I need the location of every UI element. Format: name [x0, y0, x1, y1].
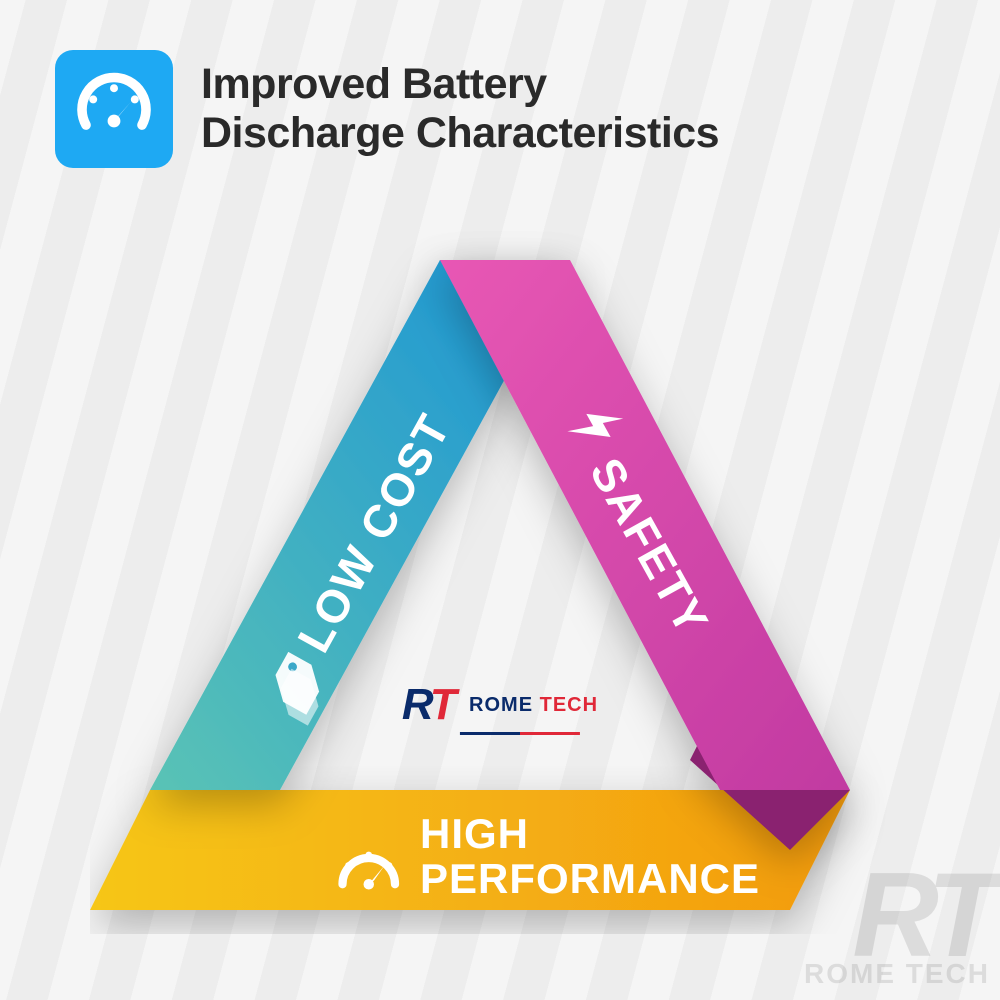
- watermark-text: ROME TECH: [804, 958, 990, 990]
- watermark: RT ROME TECH: [804, 867, 990, 990]
- title-line-1: Improved Battery: [201, 60, 719, 109]
- watermark-mark: RT: [804, 867, 990, 963]
- triangle-infographic: LOW COST SAFETY HIGH PERFORMANCE: [90, 230, 910, 950]
- gauge-icon: [55, 50, 173, 168]
- high-performance-label-1: HIGH: [420, 810, 529, 857]
- page-title: Improved Battery Discharge Characteristi…: [201, 60, 719, 159]
- high-performance-label-2: PERFORMANCE: [420, 855, 760, 902]
- logo-text: ROME TECH: [469, 694, 598, 717]
- logo-mark: RT: [402, 680, 457, 730]
- center-logo: RT ROME TECH: [402, 680, 598, 735]
- header: Improved Battery Discharge Characteristi…: [55, 50, 719, 168]
- title-line-2: Discharge Characteristics: [201, 109, 719, 158]
